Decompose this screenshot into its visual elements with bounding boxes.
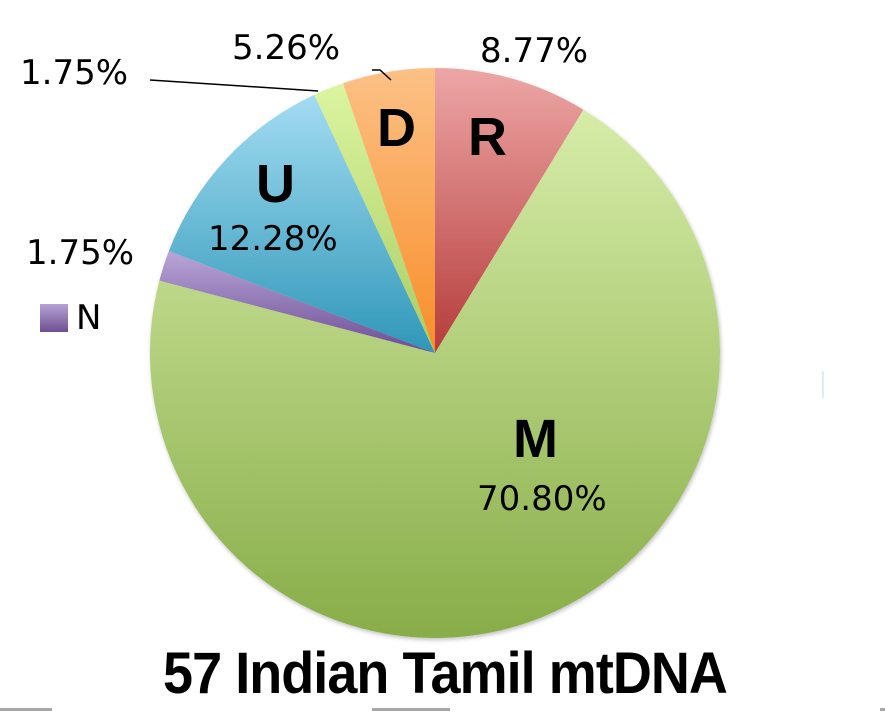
label-d: D: [377, 98, 416, 158]
slice-u: [168, 94, 435, 354]
label-m-pct: 70.80%: [477, 479, 607, 519]
slice-unlabeled: [314, 83, 435, 353]
divider-left: [0, 708, 52, 711]
legend-swatch-n: [40, 304, 68, 332]
legend: N: [40, 298, 101, 338]
label-u: U: [256, 154, 295, 214]
label-r: R: [468, 107, 507, 167]
leader-line-d: [372, 69, 392, 81]
label-r-pct: 8.77%: [480, 31, 588, 71]
label-d-pct: 5.26%: [232, 28, 340, 68]
label-n-pct: 1.75%: [26, 233, 134, 273]
slice-r: [435, 68, 584, 353]
slice-n: [159, 250, 435, 353]
slice-d: [343, 68, 435, 353]
chart-title: 57 Indian Tamil mtDNA: [163, 641, 728, 706]
label-m: M: [513, 409, 558, 469]
divider-middle: [372, 708, 450, 711]
divider-right: [880, 708, 885, 711]
label-small-green-pct: 1.75%: [20, 53, 128, 93]
legend-label-n: N: [76, 298, 102, 338]
slice-m: [149, 109, 720, 639]
label-u-pct: 12.28%: [208, 219, 338, 259]
leader-line-small-green: [149, 79, 319, 92]
